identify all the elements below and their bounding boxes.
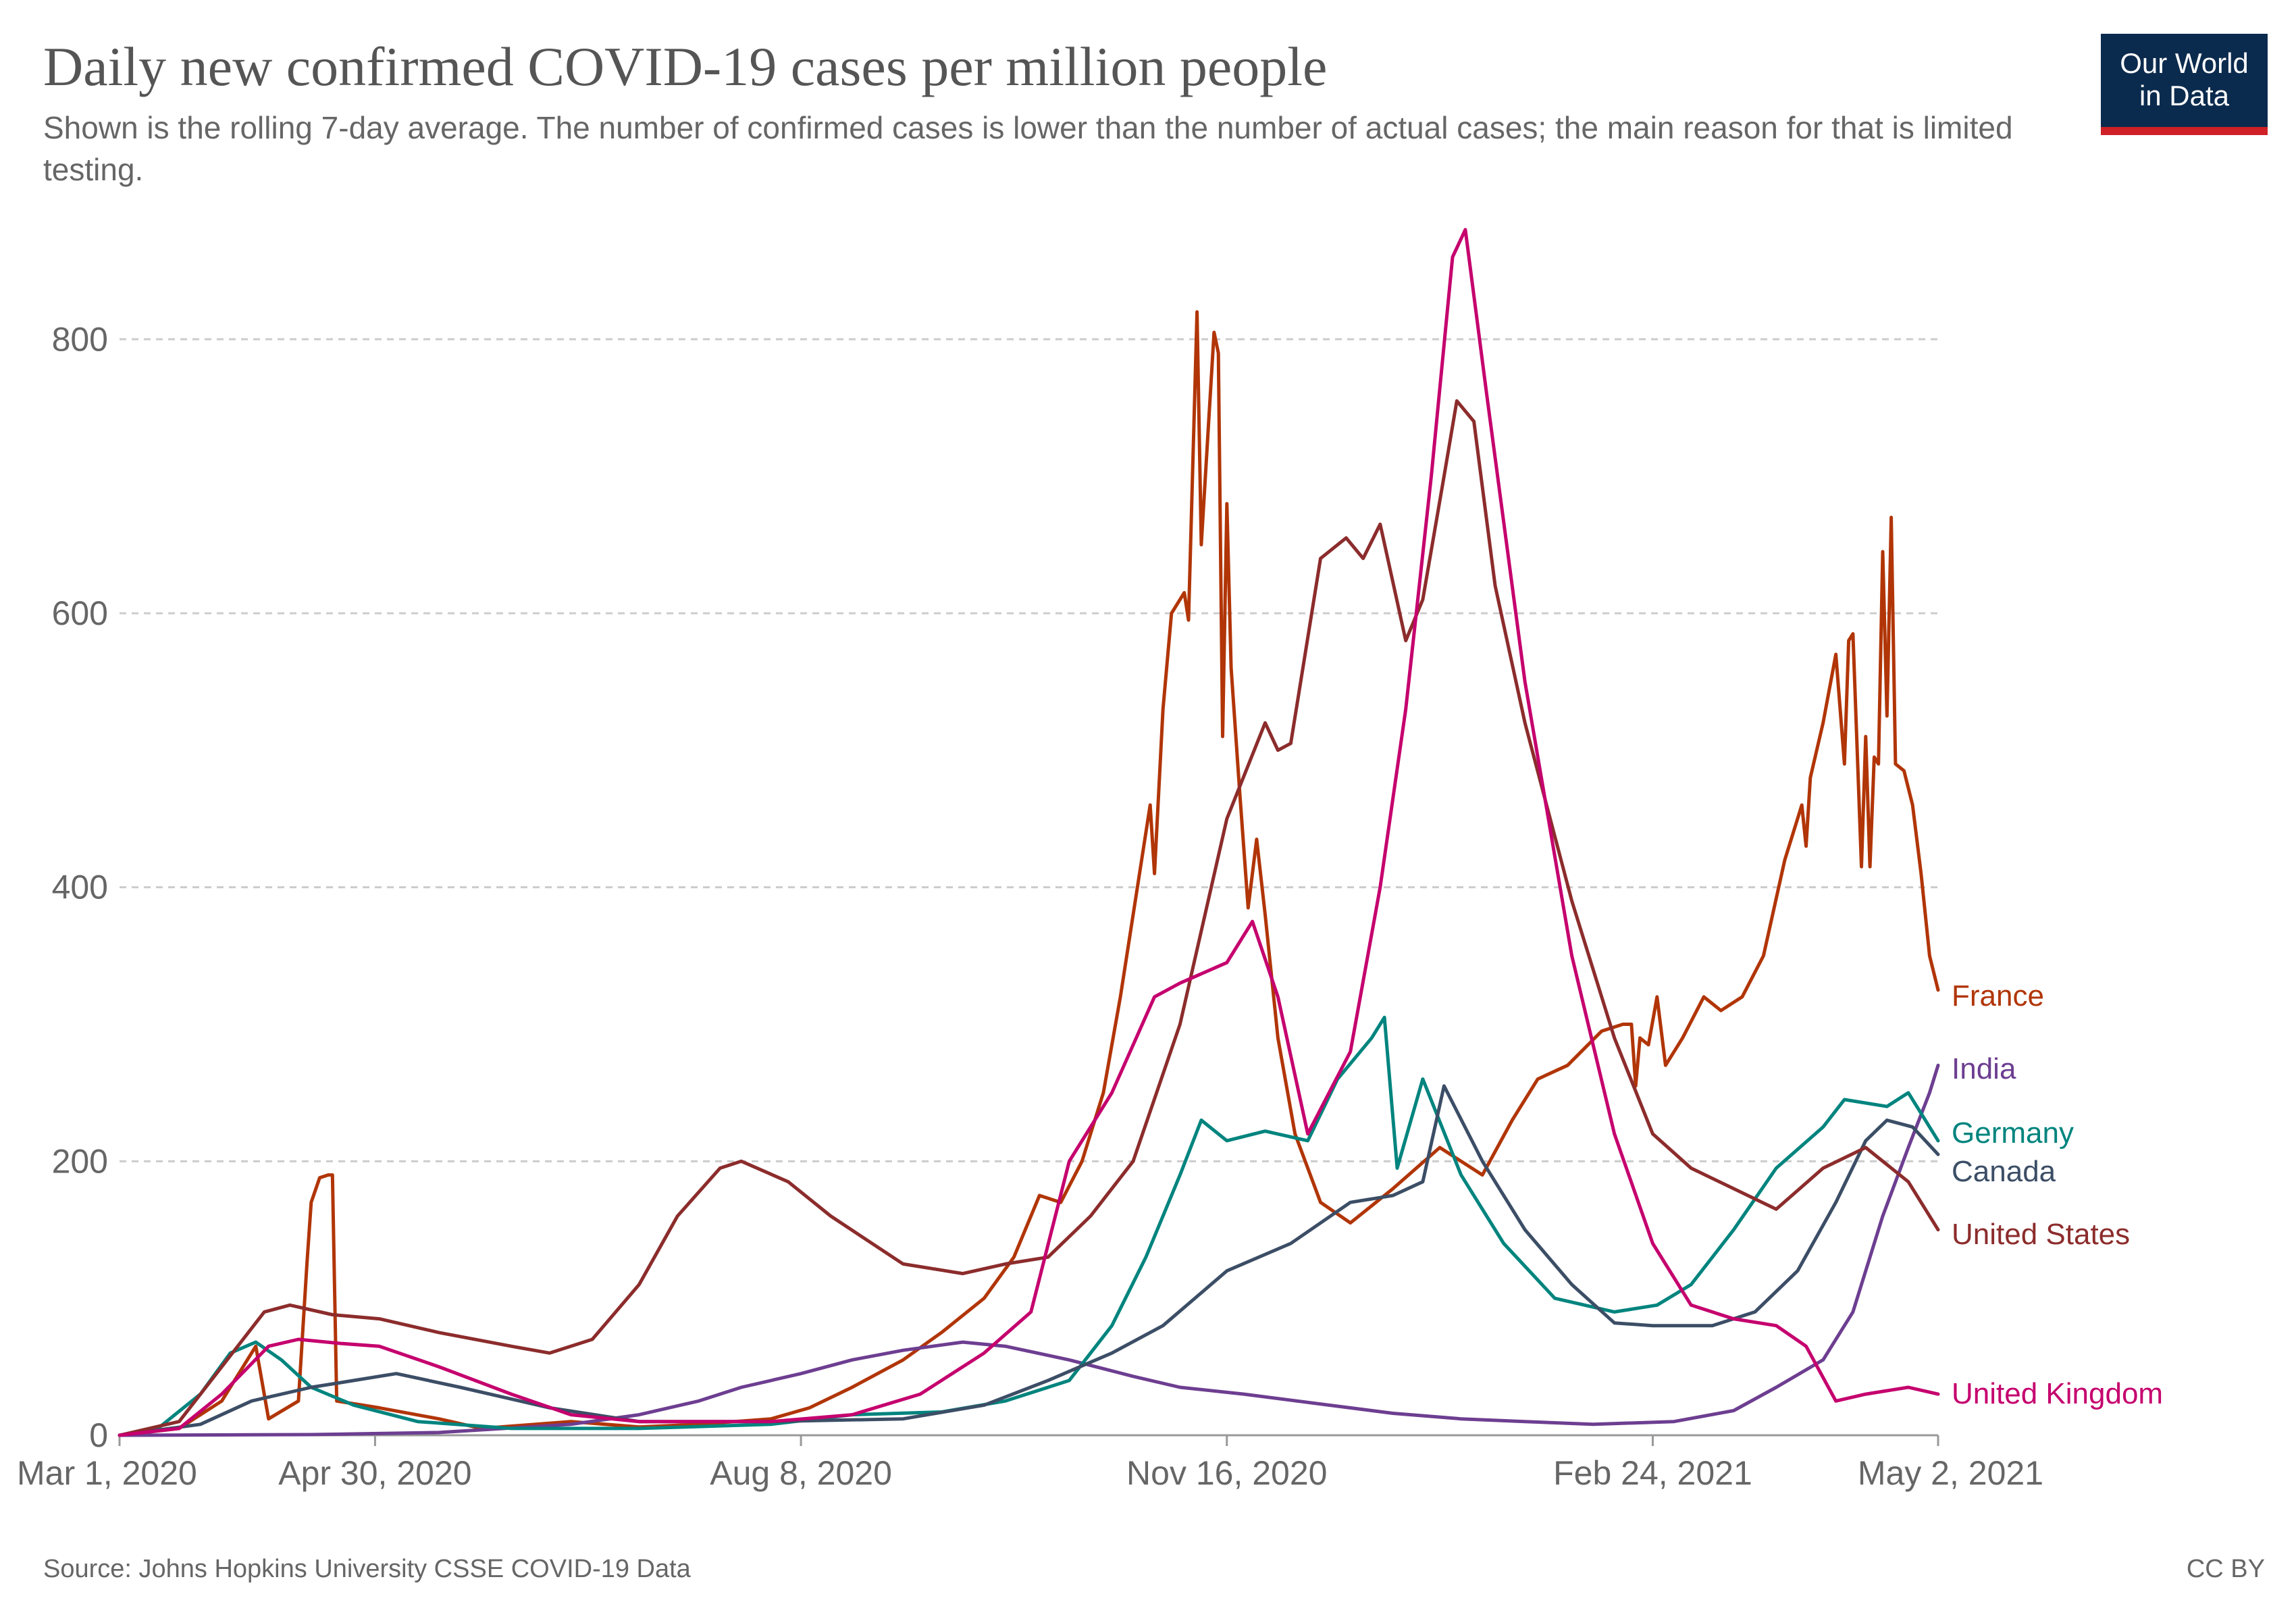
- series-label-france: France: [1952, 979, 2044, 1012]
- y-tick-label: 0: [89, 1416, 108, 1454]
- x-tick-label: Mar 1, 2020: [17, 1454, 197, 1492]
- series-line-united-kingdom: [118, 228, 1940, 1437]
- grid-lines: [120, 338, 1938, 1162]
- series-labels: France India Germany Canada United States Uni…: [1952, 979, 2163, 1410]
- series-line-canada: [118, 1084, 1940, 1437]
- source-note: Source: Johns Hopkins University CSSE CO…: [43, 1555, 691, 1583]
- axes: 0 200 400 600 800 Mar 1, 2020 Apr 30, 2020 Aug …: [17, 320, 2043, 1492]
- series-line-germany: [118, 1015, 1940, 1437]
- series-label-germany: Germany: [1952, 1116, 2074, 1150]
- series-label-india: India: [1952, 1052, 2016, 1085]
- y-tick-label: 200: [52, 1142, 108, 1180]
- x-tick-label: Nov 16, 2020: [1126, 1454, 1327, 1492]
- series-line-france: [118, 310, 1940, 1437]
- x-tick-label: Apr 30, 2020: [278, 1454, 471, 1492]
- series-lines: [118, 228, 1940, 1437]
- series-line-united-states: [118, 399, 1940, 1437]
- chart-subtitle: Shown is the rolling 7-day average. The …: [43, 110, 2013, 187]
- x-tick-label: Aug 8, 2020: [710, 1454, 892, 1492]
- y-tick-label: 400: [52, 869, 108, 906]
- series-label-canada: Canada: [1952, 1155, 2056, 1188]
- series-label-united-kingdom: United Kingdom: [1952, 1377, 2163, 1410]
- series-line-india: [118, 1063, 1940, 1437]
- x-tick-label: Feb 24, 2021: [1553, 1454, 1752, 1492]
- x-tick-label: May 2, 2021: [1858, 1454, 2043, 1492]
- license-link[interactable]: CC BY: [2186, 1555, 2265, 1583]
- logo-line-1: Our World: [2120, 47, 2249, 79]
- series-label-united-states: United States: [1952, 1218, 2130, 1251]
- y-tick-label: 800: [52, 320, 108, 358]
- owid-logo[interactable]: Our World in Data: [2101, 34, 2268, 135]
- chart-title: Daily new confirmed COVID-19 cases per m…: [43, 36, 1328, 97]
- y-tick-label: 600: [52, 594, 108, 632]
- logo-line-2: in Data: [2139, 80, 2230, 111]
